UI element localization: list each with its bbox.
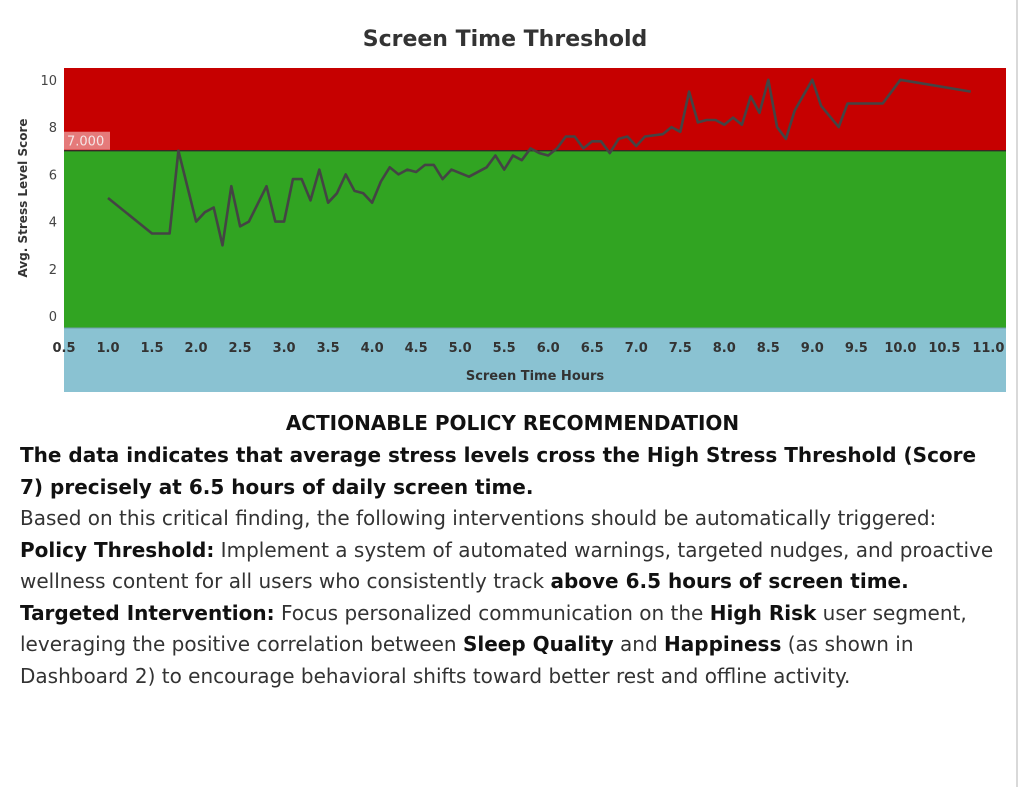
y-tick-label: 0 — [49, 310, 57, 325]
y-tick-label: 2 — [49, 263, 57, 278]
policy-threshold-text: Implement a system of automated warnings… — [20, 537, 994, 594]
x-axis-label: Screen Time Hours — [466, 369, 605, 384]
policy-intervention-text-4: (as shown in Dashboard 2) to encourage b… — [20, 632, 914, 688]
right-edge-divider — [1016, 0, 1018, 787]
y-tick-label: 6 — [49, 168, 57, 183]
policy-intervention-high-risk: High Risk — [709, 600, 817, 625]
x-tick-label: 1.5 — [141, 341, 164, 356]
x-tick-label: 9.0 — [801, 341, 824, 356]
x-tick-label: 5.5 — [493, 341, 516, 356]
x-tick-label: 5.0 — [449, 341, 472, 356]
policy-intervention-text-2: user segment, leveraging the positive co… — [20, 600, 967, 657]
x-tick-label: 8.0 — [713, 341, 736, 356]
x-tick-label: 9.5 — [845, 341, 868, 356]
x-tick-label: 3.0 — [273, 341, 296, 356]
y-tick-label: 10 — [40, 74, 57, 89]
x-axis-band — [64, 328, 1006, 392]
policy-intro: Based on this critical finding, the foll… — [20, 506, 937, 530]
x-tick-label: 3.5 — [317, 341, 340, 356]
band-high — [64, 68, 1006, 151]
x-tick-label: 6.0 — [537, 341, 560, 356]
policy-intervention-sleep-quality: Sleep Quality — [462, 632, 614, 656]
x-tick-label: 4.5 — [405, 341, 428, 356]
policy-lead: The data indicates that average stress l… — [20, 443, 977, 499]
x-tick-label: 10.0 — [884, 341, 916, 356]
y-axis-label: Avg. Stress Level Score — [16, 119, 30, 278]
chart: 7.000 0 2 4 6 8 10 0.5 1.0 1.5 2.0 2.5 3.0 3.5 4.0 4.… — [16, 68, 1006, 392]
policy-intervention-text-3: and — [613, 632, 665, 656]
y-tick-label: 8 — [49, 121, 57, 136]
x-tick-label: 11.0 — [972, 341, 1004, 356]
policy-recommendation: ACTIONABLE POLICY RECOMMENDATION The dat… — [20, 408, 1005, 692]
x-tick-label: 6.5 — [581, 341, 604, 356]
x-axis-ticks: 0.5 1.0 1.5 2.0 2.5 3.0 3.5 4.0 4.5 5.0 5.5 6.0 6.5 7… — [52, 341, 1004, 356]
x-tick-label: 2.5 — [229, 341, 252, 356]
x-tick-label: 1.0 — [97, 341, 120, 356]
reference-label-box — [64, 131, 110, 150]
policy-threshold-emphasis: above 6.5 hours of screen time. — [550, 569, 909, 593]
policy-threshold-label: Policy Threshold: — [20, 537, 215, 562]
policy-intervention-label: Targeted Intervention: — [20, 600, 275, 625]
x-tick-label: 4.0 — [361, 341, 384, 356]
x-tick-label: 2.0 — [185, 341, 208, 356]
x-tick-label: 7.5 — [669, 341, 692, 356]
x-tick-label: 10.5 — [928, 341, 960, 356]
policy-heading: ACTIONABLE POLICY RECOMMENDATION — [285, 411, 740, 435]
band-low — [64, 150, 1006, 328]
y-axis-ticks: 0 2 4 6 8 10 — [40, 74, 57, 325]
policy-intervention-text-1: Focus personalized communication on the — [274, 600, 710, 625]
x-tick-label: 0.5 — [52, 341, 75, 356]
policy-intervention: Targeted Intervention: Focus personalize… — [20, 598, 1005, 693]
chart-title: Screen Time Threshold — [362, 27, 648, 52]
policy-threshold: Policy Threshold: Implement a system of … — [20, 535, 1005, 598]
stress-series-line — [107, 78, 972, 247]
x-tick-label: 7.0 — [625, 341, 648, 356]
x-tick-label: 8.5 — [757, 341, 780, 356]
policy-intervention-happiness: Happiness — [664, 632, 782, 656]
threshold-bands — [64, 68, 1006, 328]
y-tick-label: 4 — [49, 216, 57, 231]
reference-label: 7.000 — [67, 135, 104, 150]
